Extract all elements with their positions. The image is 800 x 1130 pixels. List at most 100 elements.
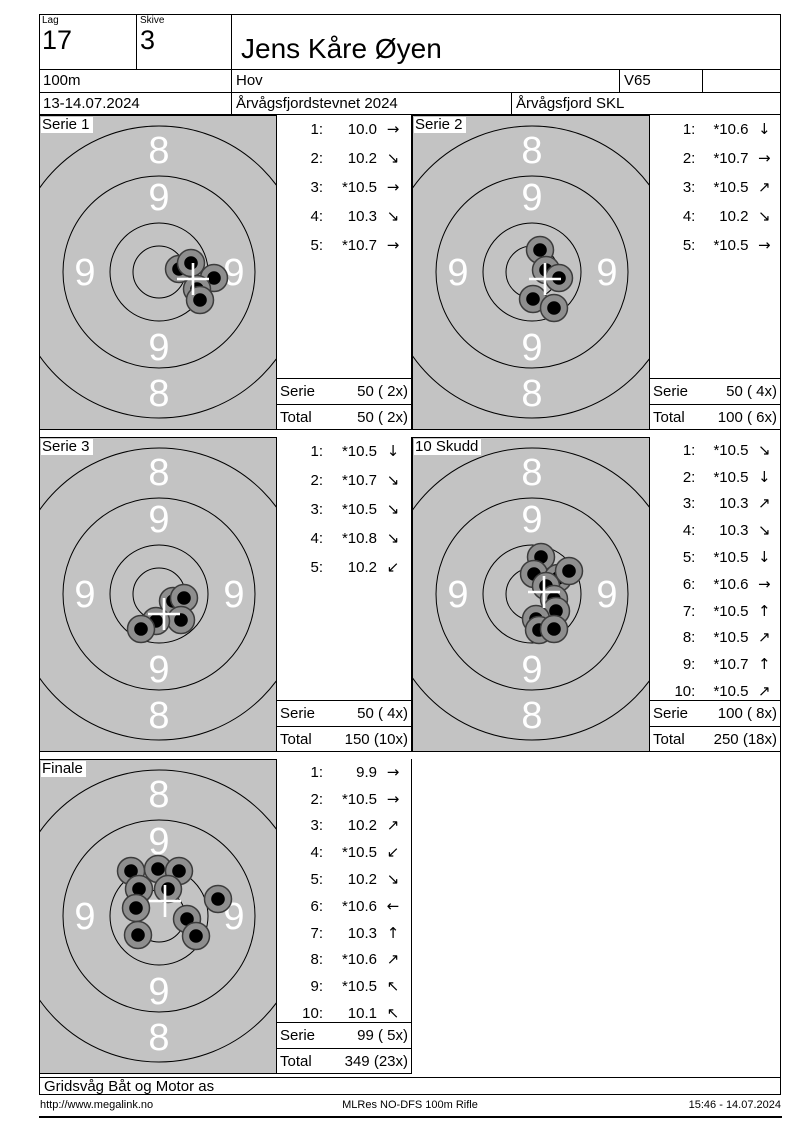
shot-num: 3:: [310, 817, 323, 835]
shot-direction-arrow-icon: ↗: [757, 682, 771, 701]
total-sum-label: Total: [280, 730, 312, 748]
lag-cell: Lag 17: [39, 14, 137, 70]
ring-circle: [62, 819, 256, 1013]
distance-value: 100m: [43, 72, 81, 89]
shot-val: *10.5: [713, 629, 749, 647]
serie-sum-label: Serie: [280, 383, 316, 400]
shot-val: *10.5: [713, 441, 749, 459]
footer-url: http://www.megalink.no: [40, 1099, 154, 1111]
empty-header-cell: [703, 70, 781, 93]
ring-number: 9: [74, 252, 95, 294]
ring-number: 9: [596, 252, 617, 294]
ring-number: 9: [447, 252, 468, 294]
shot-list: 1: *10.5 ↓ 2: *10.7 ↘ 3: *10.5 ↘ 4: *10.8 ↘ 5: 10.2 ↙: [277, 437, 411, 582]
total-sum-row: Total 349 (23x): [277, 1048, 411, 1074]
ring-number: 9: [148, 971, 169, 1013]
skive-label: Skive: [140, 15, 165, 26]
shot-row: 1: *10.6 ↓: [650, 115, 780, 144]
serie-sum-label: Serie: [280, 705, 316, 722]
shot-val: 10.2: [347, 150, 377, 167]
distance-cell: 100m: [39, 70, 232, 93]
shot-num: 1:: [682, 121, 696, 138]
shot-direction-arrow-icon: →: [757, 236, 771, 254]
ring-number: 8: [148, 373, 169, 415]
shot-val: *10.5: [341, 179, 377, 196]
shot-val: *10.6: [341, 951, 377, 969]
shot-hole-center: [207, 271, 221, 285]
target-background: [413, 116, 649, 429]
target-background: [40, 116, 276, 429]
shot-direction-arrow-icon: ↓: [757, 467, 771, 486]
shot-val: *10.5: [713, 602, 749, 620]
ring-number: 9: [74, 896, 95, 938]
shot-direction-arrow-icon: →: [386, 789, 400, 808]
shot-direction-arrow-icon: ↓: [757, 548, 771, 567]
shot-direction-arrow-icon: ↗: [757, 628, 771, 647]
shot-list: 1: 9.9 → 2: *10.5 → 3: 10.2 ↗ 4: *10.5 ↙ 5: 10.2 ↘ 6: *1…: [277, 759, 411, 1027]
shot-direction-arrow-icon: ↘: [386, 500, 400, 518]
shot-direction-arrow-icon: →: [386, 236, 400, 254]
shot-val: *10.7: [713, 656, 749, 674]
shot-val: 10.3: [347, 208, 377, 225]
shot-num: 2:: [682, 468, 696, 486]
ring-number: 9: [148, 327, 169, 369]
shot-row: 1: 9.9 →: [277, 759, 411, 786]
organizer-name: Årvågsfjord SKL: [516, 95, 625, 112]
target-series-label: Serie 1: [41, 117, 93, 133]
shot-direction-arrow-icon: ↘: [386, 471, 400, 489]
shooter-name: Jens Kåre Øyen: [241, 33, 442, 64]
shot-direction-arrow-icon: ↘: [757, 207, 771, 225]
shot-num: 9:: [310, 978, 323, 996]
shot-hole-center: [129, 901, 143, 915]
ring-number: 9: [148, 649, 169, 691]
serie-sum-value: 50 ( 2x): [357, 383, 408, 400]
shot-direction-arrow-icon: ↓: [386, 442, 400, 460]
serie-sum-row: Serie 100 ( 8x): [650, 700, 780, 726]
target-graphic: 899 998: [40, 116, 276, 429]
shot-val: *10.5: [341, 501, 377, 518]
total-sum-row: Total 250 (18x): [650, 726, 780, 752]
shot-row: 9: *10.5 ↖: [277, 973, 411, 1000]
target-graphic: 899 998: [40, 438, 276, 751]
shot-num: 4:: [682, 522, 696, 540]
sponsor-text: Gridsvåg Båt og Motor as: [44, 1078, 215, 1095]
ring-number: 8: [148, 695, 169, 737]
shot-num: 6:: [682, 575, 696, 593]
shot-row: 8: *10.5 ↗: [650, 625, 780, 652]
shot-num: 10:: [302, 1005, 323, 1023]
ring-number: 8: [521, 130, 542, 172]
lag-value: 17: [42, 25, 73, 55]
total-sum-label: Total: [280, 408, 312, 426]
event-name: Årvågsfjordstevnet 2024: [236, 95, 398, 112]
shot-direction-arrow-icon: →: [386, 178, 400, 196]
shot-hole-center: [526, 292, 540, 306]
target-background: [413, 438, 649, 751]
ring-circle: [62, 175, 256, 369]
shot-val: *10.7: [341, 237, 377, 254]
shot-hole-center: [177, 591, 191, 605]
shot-direction-arrow-icon: ↗: [386, 816, 400, 835]
shot-num: 6:: [310, 897, 323, 915]
serie-sum-row: Serie 50 ( 2x): [277, 378, 411, 404]
shot-row: 8: *10.6 ↗: [277, 947, 411, 974]
shot-num: 5:: [310, 559, 323, 576]
shot-val: 10.3: [719, 495, 749, 513]
shot-direction-arrow-icon: ↘: [386, 149, 400, 167]
skive-value: 3: [140, 25, 156, 55]
shot-row: 3: *10.5 ↗: [650, 173, 780, 202]
shot-row: 7: 10.3 ↑: [277, 920, 411, 947]
serie-sum-value: 100 ( 8x): [717, 705, 777, 722]
shot-row: 2: *10.7 →: [650, 144, 780, 173]
shot-direction-arrow-icon: ↘: [757, 440, 771, 459]
footer-timestamp: 15:46 - 14.07.2024: [688, 1099, 781, 1111]
shot-row: 3: *10.5 ↘: [277, 495, 411, 524]
shot-row: 7: *10.5 ↑: [650, 598, 780, 625]
total-sum-row: Total 50 ( 2x): [277, 404, 411, 430]
shot-num: 5:: [682, 549, 696, 567]
shot-val: *10.7: [341, 472, 377, 489]
serie-sum-row: Serie 50 ( 4x): [650, 378, 780, 404]
lag-label: Lag: [42, 15, 59, 26]
score-panel: 1: *10.5 ↘ 2: *10.5 ↓ 3: 10.3 ↗ 4: 10.3 ↘ 5: *10.5 ↓ 6:…: [650, 437, 781, 752]
